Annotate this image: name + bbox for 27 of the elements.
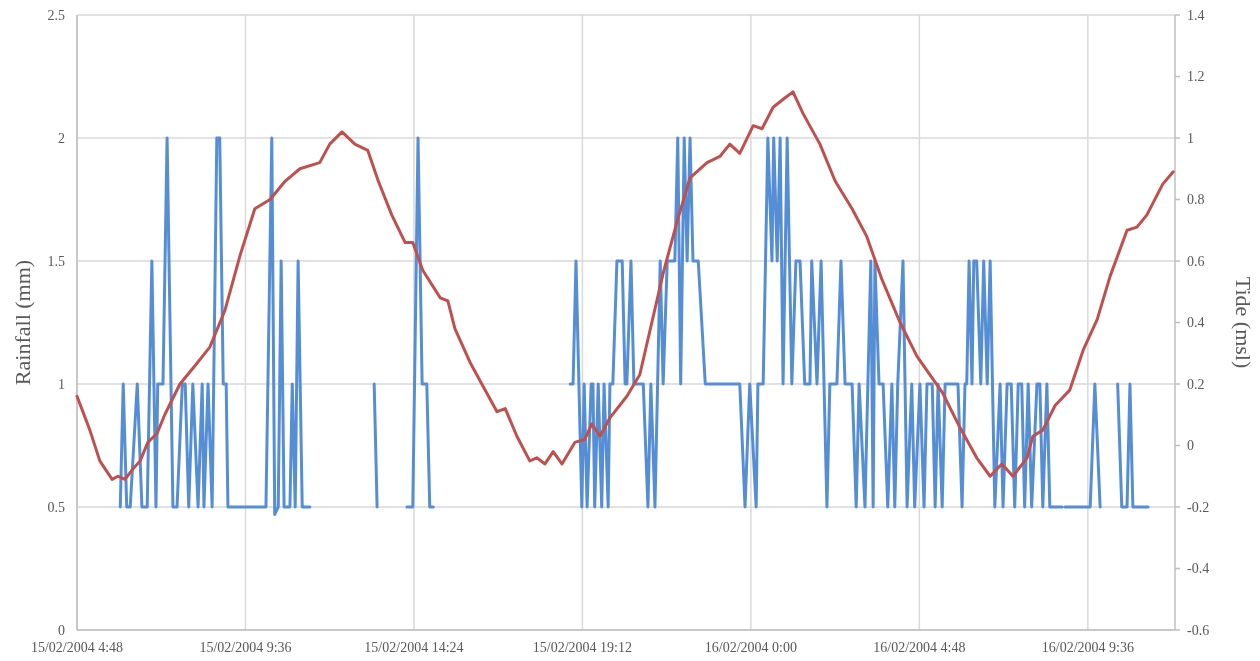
y2-tick-label: 1.4 — [1187, 7, 1205, 23]
y2-tick-label: 0 — [1187, 438, 1194, 454]
y2-tick-label: -0.2 — [1187, 499, 1210, 515]
y2-tick-label: 1 — [1187, 130, 1194, 146]
y-tick-label: 0 — [58, 622, 65, 638]
y-tick-label: 0.5 — [47, 499, 65, 515]
y-tick-label: 2 — [58, 130, 65, 146]
y2-tick-label: -0.6 — [1187, 622, 1210, 638]
x-tick-label: 15/02/2004 9:36 — [199, 640, 292, 655]
y2-tick-label: 0.4 — [1187, 315, 1205, 331]
y-tick-label: 1.5 — [47, 253, 65, 269]
y2-tick-label: 0.8 — [1187, 192, 1205, 208]
x-tick-label: 16/02/2004 0:00 — [704, 640, 797, 655]
x-tick-label: 15/02/2004 14:24 — [364, 640, 464, 655]
y2-tick-label: -0.4 — [1187, 561, 1210, 577]
y-tick-label: 1 — [58, 376, 65, 392]
y2-axis-title: Tide (msl) — [1231, 276, 1256, 369]
y2-tick-label: 0.2 — [1187, 376, 1205, 392]
line-series — [75, 90, 1175, 481]
x-tick-label: 15/02/2004 19:12 — [532, 640, 633, 655]
y2-tick-label: 1.2 — [1187, 69, 1205, 85]
y2-tick-label: 0.6 — [1187, 253, 1205, 269]
y-tick-label: 2.5 — [47, 7, 65, 23]
x-tick-label: 15/02/2004 4:48 — [30, 640, 124, 655]
x-tick-label: 16/02/2004 4:48 — [873, 640, 966, 655]
x-tick-label: 16/02/2004 9:36 — [1041, 640, 1134, 655]
y-axis-title: Rainfall (mm) — [10, 259, 35, 386]
